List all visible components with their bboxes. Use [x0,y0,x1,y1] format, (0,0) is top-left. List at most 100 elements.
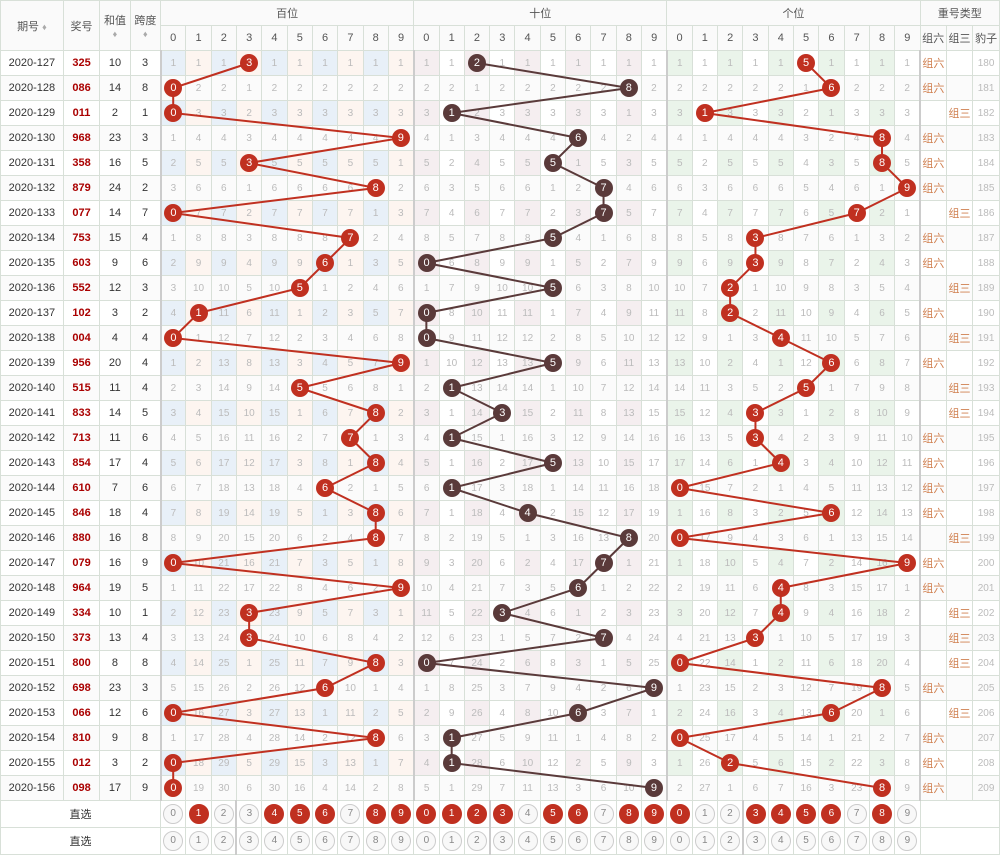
summary-digit[interactable]: 0 [161,801,186,828]
miss-cell: 2 [642,76,667,101]
summary-digit[interactable]: 8 [869,801,894,828]
miss-cell: 2 [717,351,742,376]
summary-digit[interactable]: 5 [287,801,312,828]
table-row: 2020-14688016889201520624878219513161382… [1,526,1000,551]
summary-digit[interactable]: 8 [363,828,388,855]
miss-cell: 1 [819,101,844,126]
summary-digit[interactable]: 9 [642,828,667,855]
summary-digit[interactable]: 1 [692,801,717,828]
miss-cell: 9 [616,751,641,776]
summary-digit[interactable]: 1 [186,801,211,828]
summary-digit[interactable]: 1 [439,801,464,828]
miss-cell: 3 [262,101,287,126]
miss-cell: 5 [667,151,692,176]
col-span[interactable]: 跨度 ♦ [130,1,160,51]
summary-digit[interactable]: 5 [793,828,818,855]
miss-cell: 15 [616,451,641,476]
miss-cell: 9 [287,251,312,276]
col-sum[interactable]: 和值 ♦ [100,1,130,51]
summary-digit[interactable]: 7 [338,801,363,828]
summary-digit[interactable]: 8 [616,828,641,855]
miss-cell: 13 [338,751,363,776]
summary-digit[interactable]: 6 [819,801,844,828]
trend-table: 期号 ♦ 奖号 和值 ♦ 跨度 ♦ 百位 十位 个位 重号类型 01234567… [0,0,1000,855]
type-empty-cell [946,351,972,376]
type-idx-cell: 202 [973,601,1000,626]
summary-digit[interactable]: 4 [515,801,540,828]
miss-cell: 7 [464,226,489,251]
miss-cell: 28 [211,726,236,751]
summary-digit[interactable]: 6 [819,828,844,855]
summary-digit[interactable]: 5 [540,828,565,855]
type-cell: 组三 [946,526,972,551]
miss-cell: 13 [591,526,616,551]
miss-cell: 4 [439,576,464,601]
summary-digit[interactable]: 8 [363,801,388,828]
col-period[interactable]: 期号 ♦ [1,1,64,51]
type-idx-cell: 208 [973,751,1000,776]
summary-digit[interactable]: 8 [869,828,894,855]
summary-digit[interactable]: 3 [743,828,768,855]
summary-digit[interactable]: 0 [667,828,692,855]
miss-cell: 10 [717,551,742,576]
miss-cell: 16 [515,426,540,451]
summary-digit[interactable]: 9 [388,801,413,828]
summary-digit[interactable]: 4 [515,828,540,855]
summary-digit[interactable]: 4 [768,801,793,828]
summary-digit[interactable]: 9 [895,828,920,855]
summary-digit[interactable]: 5 [540,801,565,828]
summary-digit[interactable]: 4 [262,828,287,855]
miss-cell: 5 [312,601,337,626]
digit-header: 5 [540,26,565,51]
summary-digit[interactable]: 3 [743,801,768,828]
summary-digit[interactable]: 3 [236,801,261,828]
summary-digit[interactable]: 4 [768,828,793,855]
miss-cell: 1 [819,726,844,751]
miss-cell: 5 [591,751,616,776]
summary-digit[interactable]: 1 [186,828,211,855]
summary-digit[interactable]: 6 [566,828,591,855]
miss-cell: 3 [869,101,894,126]
miss-cell: 2 [743,476,768,501]
summary-digit[interactable]: 7 [844,828,869,855]
summary-digit[interactable]: 2 [717,801,742,828]
summary-digit[interactable]: 6 [312,801,337,828]
miss-cell: 4 [743,526,768,551]
summary-digit[interactable]: 5 [793,801,818,828]
summary-digit[interactable]: 2 [464,801,489,828]
summary-digit[interactable]: 1 [439,828,464,855]
summary-digit[interactable]: 7 [844,801,869,828]
miss-cell: 22 [642,576,667,601]
summary-digit[interactable]: 4 [262,801,287,828]
summary-digit[interactable]: 5 [287,828,312,855]
summary-digit[interactable]: 1 [692,828,717,855]
miss-cell: 3 [591,276,616,301]
summary-digit[interactable]: 2 [211,828,236,855]
summary-digit[interactable]: 0 [414,801,439,828]
summary-digit[interactable]: 7 [591,828,616,855]
summary-digit[interactable]: 0 [161,828,186,855]
summary-digit[interactable]: 2 [717,828,742,855]
summary-digit[interactable]: 8 [616,801,641,828]
miss-cell: 4 [186,401,211,426]
summary-digit[interactable]: 0 [414,828,439,855]
summary-digit[interactable]: 2 [211,801,236,828]
summary-digit[interactable]: 3 [490,801,515,828]
miss-cell: 3 [186,101,211,126]
miss-cell: 16 [236,551,261,576]
summary-digit[interactable]: 2 [464,828,489,855]
miss-cell: 3 [768,526,793,551]
summary-digit[interactable]: 3 [490,828,515,855]
summary-digit[interactable]: 7 [591,801,616,828]
summary-digit[interactable]: 3 [236,828,261,855]
miss-cell: 19 [692,576,717,601]
summary-digit[interactable]: 7 [338,828,363,855]
summary-digit[interactable]: 6 [312,828,337,855]
miss-cell: 7 [414,201,439,226]
summary-digit[interactable]: 6 [566,801,591,828]
summary-digit[interactable]: 9 [642,801,667,828]
miss-cell: 3 [743,101,768,126]
summary-digit[interactable]: 9 [388,828,413,855]
summary-digit[interactable]: 9 [895,801,920,828]
summary-digit[interactable]: 0 [667,801,692,828]
